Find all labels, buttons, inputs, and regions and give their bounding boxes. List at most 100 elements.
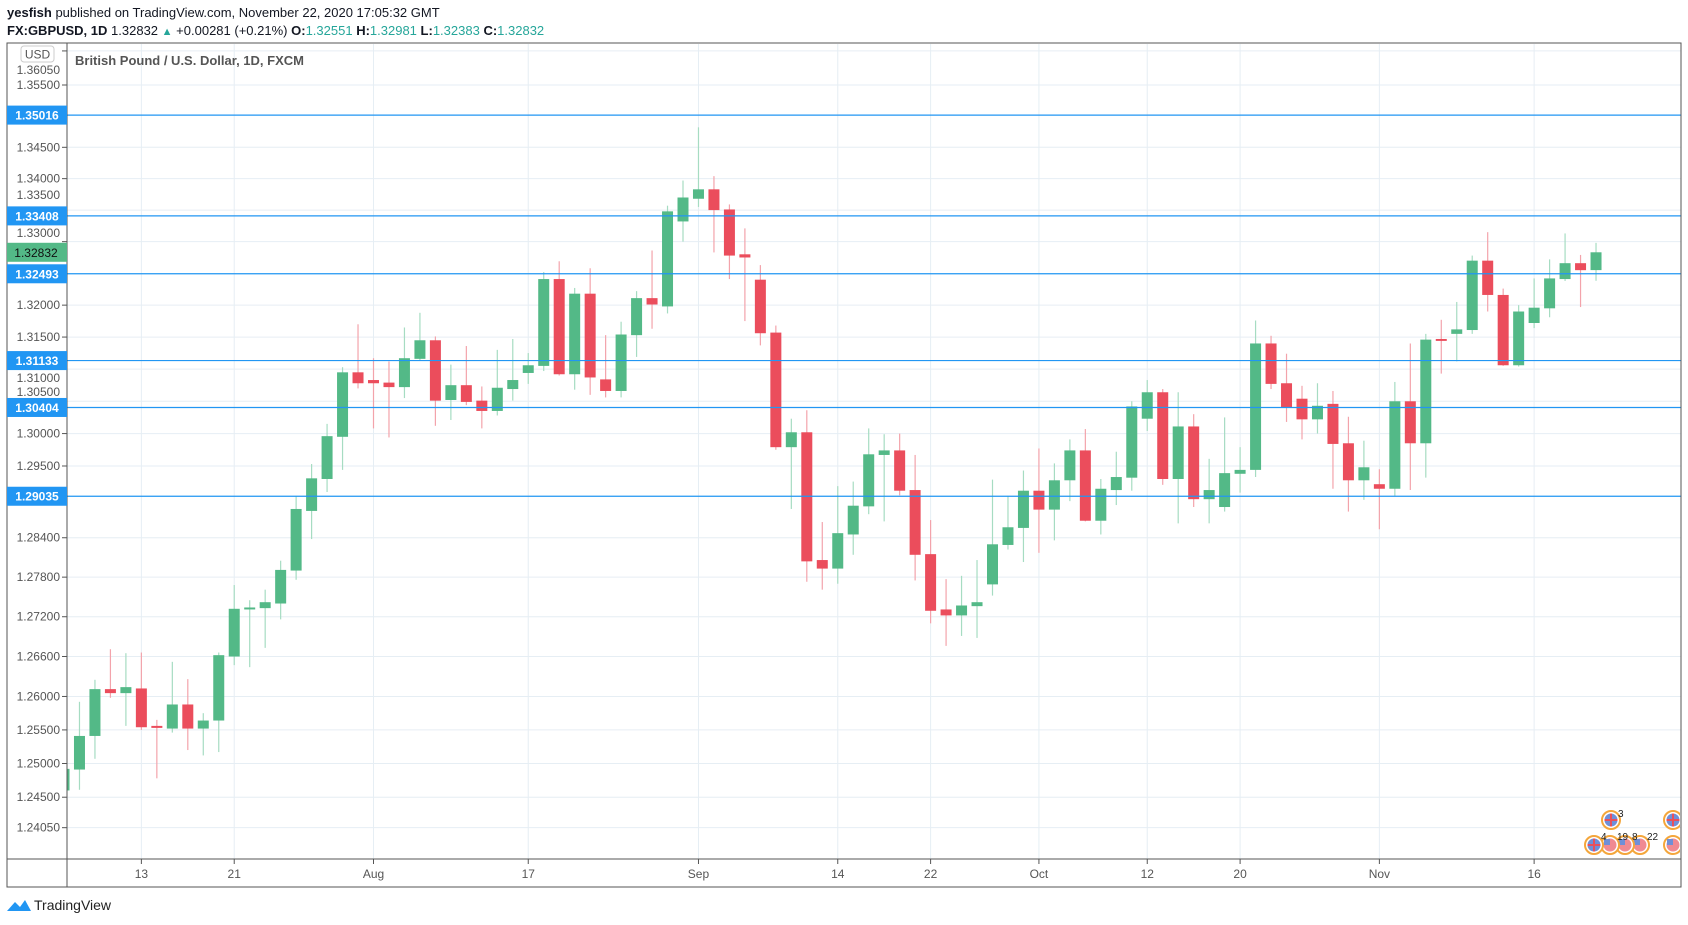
time-axis[interactable]: 13 21 Aug 17 Sep 14 22 Oct 12 20 Nov 16 (135, 859, 1541, 881)
candle (1033, 448, 1045, 553)
candle-body-up (1064, 450, 1076, 481)
candle (1513, 305, 1525, 367)
candle-body-up (1311, 405, 1323, 420)
candle-body-up (987, 544, 998, 585)
candle (1482, 232, 1494, 312)
candle (1296, 385, 1308, 440)
candle (368, 358, 379, 429)
candle (847, 481, 859, 555)
candle-body-up (1559, 263, 1571, 280)
candle-body-down (723, 209, 735, 256)
candle (120, 653, 132, 726)
candle-body-up (1219, 473, 1231, 508)
event-marker[interactable] (1663, 835, 1682, 855)
candle (166, 661, 178, 733)
y-tick-label: 1.30500 (17, 385, 61, 399)
candle (104, 649, 116, 698)
x-tick-label: Oct (1030, 867, 1049, 881)
y-tick-label: 1.29500 (17, 459, 61, 473)
candle-body-up (1590, 252, 1602, 271)
candle (1575, 254, 1587, 308)
line-price-badge (7, 264, 67, 284)
candle (878, 434, 890, 522)
candle (445, 364, 457, 420)
candle-body-up (1126, 406, 1138, 478)
logo-text: TradingView (34, 897, 112, 913)
candle-body-up (1017, 490, 1029, 528)
y-tick-label: 1.25500 (17, 723, 61, 737)
event-marker[interactable] (1584, 835, 1604, 855)
candle-body-down (925, 554, 937, 611)
author-name[interactable]: yesfish (7, 5, 52, 20)
candle-body-down (104, 689, 116, 694)
high-value: 1.32981 (369, 23, 417, 38)
us-flag-canton (1604, 839, 1610, 845)
event-marker[interactable] (1663, 810, 1682, 830)
line-price-badge (7, 397, 67, 417)
economic-events[interactable]: 3 4 19 8 22 (1584, 809, 1682, 855)
candle-body-up (662, 211, 674, 307)
candle (1342, 416, 1354, 512)
y-tick-label: 1.28400 (17, 531, 61, 545)
candle-body-up (1203, 490, 1215, 500)
candle (692, 127, 704, 207)
candle (770, 325, 782, 450)
candle (646, 250, 658, 329)
event-count: 19 (1617, 832, 1629, 843)
candle-body-down (754, 279, 766, 334)
candle-body-up (166, 704, 178, 729)
candle-body-up (615, 334, 627, 391)
candle-body-down (1157, 392, 1169, 479)
candle-body-up (244, 607, 256, 610)
candle (197, 713, 209, 756)
chart-header: yesfish published on TradingView.com, No… (7, 4, 544, 41)
event-count: 22 (1647, 832, 1659, 843)
candle-body-up (1528, 307, 1540, 324)
event-count: 3 (1618, 809, 1624, 820)
chart-frame (6, 42, 1682, 888)
event-marker[interactable] (1601, 810, 1621, 830)
event-marker[interactable] (1630, 835, 1650, 855)
candle-body-down (182, 704, 194, 729)
event-marker[interactable] (1615, 835, 1635, 855)
candle-body-up (692, 189, 704, 199)
tradingview-logo[interactable]: TradingView (6, 897, 111, 913)
candle-body-down (460, 385, 472, 402)
currency-badge[interactable]: USD (20, 45, 55, 63)
candle-body-down (135, 688, 147, 728)
candle (662, 205, 674, 314)
horizontal-lines[interactable] (67, 114, 1681, 497)
x-tick-label: Aug (363, 867, 384, 881)
candle (739, 228, 751, 322)
candle (1048, 463, 1060, 541)
candle-body-down (1435, 338, 1447, 341)
candle (1281, 353, 1293, 422)
y-tick-label: 1.36050 (17, 63, 61, 77)
candle (228, 585, 240, 666)
candles (67, 127, 1602, 791)
candle-body-down (1497, 294, 1509, 366)
candle-body-up (228, 608, 240, 657)
x-tick-label: Sep (688, 867, 710, 881)
candle (754, 265, 766, 346)
candle (522, 353, 534, 384)
candle (1528, 278, 1540, 329)
candle-body-up (213, 655, 225, 721)
candle-body-up (1002, 527, 1014, 545)
line-price-label: 1.31133 (16, 354, 59, 368)
publish-info: published on TradingView.com, November 2… (55, 5, 440, 20)
symbol-line: FX:GBPUSD, 1D 1.32832 ▲ +0.00281 (+0.21%… (7, 22, 544, 41)
candle (290, 495, 302, 580)
candle-body-up (67, 768, 70, 791)
candle-body-up (1358, 467, 1370, 481)
high-label: H: (356, 23, 370, 38)
candle (1234, 447, 1246, 493)
candle-body-up (259, 602, 271, 609)
candle (337, 367, 349, 470)
price-change: +0.00281 (+0.21%) (176, 23, 288, 38)
candle (569, 287, 581, 390)
candle (538, 272, 550, 372)
candle-body-down (600, 379, 612, 391)
